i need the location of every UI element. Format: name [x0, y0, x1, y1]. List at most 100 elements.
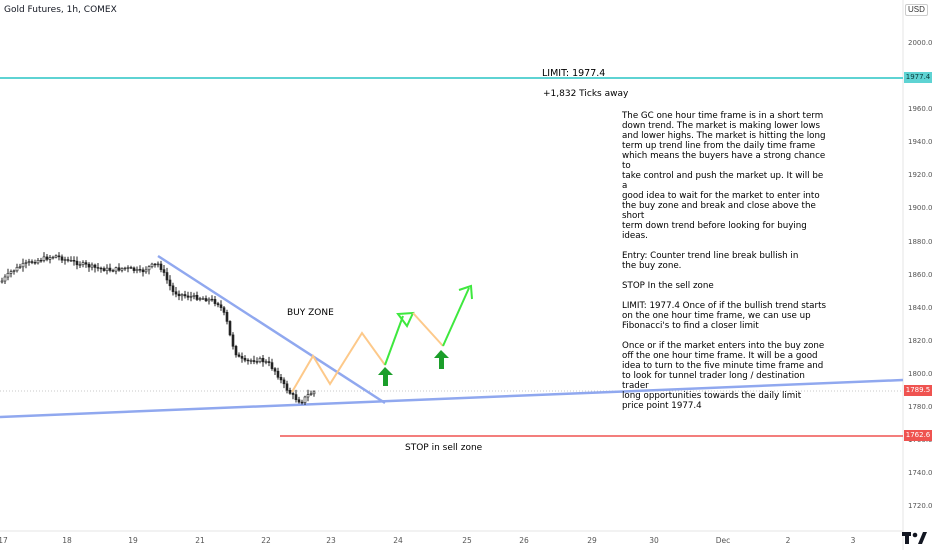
candle-body — [66, 259, 70, 261]
short-downtrend-line[interactable] — [157, 254, 386, 405]
candle-body — [6, 272, 10, 278]
stop-zone-label: STOP in sell zone — [405, 443, 483, 453]
candle-body — [84, 262, 88, 265]
candle-body — [273, 368, 277, 372]
currency-button[interactable]: USD — [905, 4, 928, 16]
price-tick-label: 1780.0 — [908, 403, 932, 411]
candle-body — [294, 394, 298, 401]
candle-body — [126, 267, 130, 269]
candle-body — [258, 357, 262, 362]
candle-body — [282, 379, 286, 385]
candle-body — [33, 262, 37, 264]
time-tick-label: 19 — [128, 536, 138, 545]
time-axis: 17 18 19 21 22 23 24 25 26 29 30 Dec 2 3 — [0, 536, 856, 545]
time-tick-label: 22 — [261, 536, 271, 545]
candle-body — [42, 256, 46, 261]
price-tick-label: 1920.0 — [908, 171, 932, 179]
candle-body — [300, 401, 304, 404]
candle-body — [255, 361, 259, 363]
candle-body — [129, 267, 133, 269]
candle-body — [81, 262, 85, 266]
buy-zone-label: BUY ZONE — [287, 308, 334, 318]
candle-body — [159, 263, 163, 270]
candle-body — [210, 298, 214, 301]
projection-orange-1 — [291, 331, 386, 393]
candle-body — [207, 298, 211, 302]
candle-body — [222, 307, 226, 313]
long-uptrend-line[interactable] — [0, 378, 904, 419]
candle-body — [216, 303, 220, 306]
candle-body — [219, 304, 223, 308]
candle-body — [189, 296, 193, 298]
candle-body — [297, 399, 301, 403]
candle-body — [144, 269, 148, 273]
candle-body — [36, 259, 40, 264]
candle-body — [270, 362, 274, 369]
candle-body — [243, 357, 247, 361]
candle-body — [231, 334, 235, 347]
last-price-badge: 1789.5 — [904, 385, 932, 396]
ticks-away-label: +1,832 Ticks away — [543, 89, 629, 99]
candle-body — [48, 257, 52, 260]
candle-body — [306, 394, 310, 398]
symbol-title[interactable]: Gold Futures, 1h, COMEX — [4, 5, 117, 15]
candle-body — [120, 268, 124, 271]
candle-body — [165, 272, 169, 281]
buy-arrow-icon — [378, 367, 393, 386]
candle-body — [201, 298, 205, 300]
candle-body — [123, 267, 127, 270]
candle-body — [108, 267, 112, 271]
candle-body — [213, 299, 217, 304]
price-tick-label: 1720.0 — [908, 502, 932, 510]
stop-price-badge: 1762.6 — [904, 430, 932, 441]
candle-body — [237, 354, 241, 357]
candle-body — [63, 259, 67, 261]
time-tick-label: 29 — [587, 536, 597, 545]
candle-body — [291, 393, 295, 395]
projection-green-1 — [384, 315, 404, 366]
projection-orange-2 — [412, 312, 444, 347]
price-tick-label: 1840.0 — [908, 304, 932, 312]
candle-body — [3, 276, 7, 282]
candle-body — [9, 271, 13, 274]
candle-body — [72, 259, 76, 262]
projection-arrowhead-1 — [396, 311, 415, 328]
candle-body — [228, 321, 232, 336]
candle-body — [75, 260, 79, 266]
candle-body — [90, 264, 94, 268]
candle-body — [147, 266, 151, 271]
candle-body — [261, 357, 265, 363]
candle-body — [60, 256, 64, 261]
candle-body — [69, 259, 73, 262]
candle-body — [264, 361, 268, 363]
candle-body — [0, 280, 4, 283]
candle-body — [18, 266, 22, 268]
time-tick-label: 24 — [393, 536, 403, 545]
candle-body — [51, 256, 55, 259]
candle-body — [225, 311, 229, 322]
candle-body — [195, 294, 199, 300]
candle-body — [45, 256, 49, 260]
time-tick-label: 3 — [851, 536, 856, 545]
candle-body — [24, 262, 28, 264]
projection-green-2 — [442, 287, 470, 347]
tradingview-logo-icon[interactable] — [902, 530, 928, 546]
candle-body — [234, 345, 238, 356]
candle-body — [171, 285, 175, 292]
candle-body — [168, 279, 172, 287]
candle-body — [138, 269, 142, 271]
candle-body — [132, 267, 136, 271]
price-tick-label: 1940.0 — [908, 138, 932, 146]
time-tick-label: 26 — [519, 536, 529, 545]
candle-body — [249, 360, 253, 362]
price-tick-label: 2000.0 — [908, 39, 932, 47]
candle-body — [183, 294, 187, 297]
candle-body — [57, 255, 61, 258]
time-tick-label: 21 — [195, 536, 205, 545]
analysis-note: The GC one hour time frame is in a short… — [622, 111, 827, 411]
candle-body — [276, 370, 280, 378]
candle-body — [99, 267, 103, 270]
candlestick-series — [0, 252, 316, 405]
candle-body — [12, 270, 16, 272]
